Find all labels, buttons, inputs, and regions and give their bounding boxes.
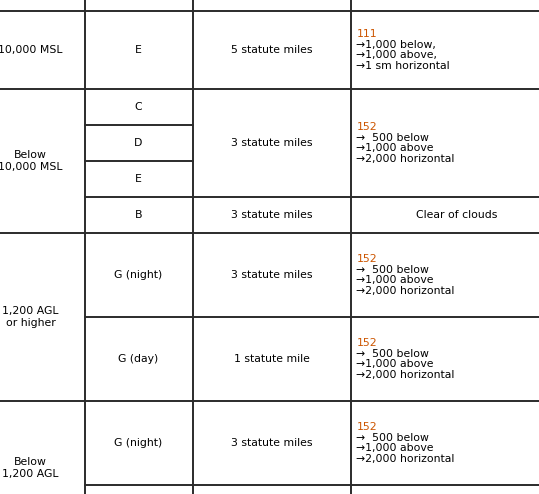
Text: →1 sm horizontal: →1 sm horizontal — [356, 61, 450, 71]
Text: E: E — [135, 45, 142, 55]
Text: 3 statute miles: 3 statute miles — [231, 210, 312, 220]
Text: →1,000 above: →1,000 above — [356, 359, 434, 370]
Text: Below
10,000 MSL: Below 10,000 MSL — [0, 150, 63, 172]
Text: →  500 below: → 500 below — [356, 433, 430, 443]
Text: G (night): G (night) — [114, 270, 163, 280]
Text: →2,000 horizontal: →2,000 horizontal — [356, 370, 455, 380]
Text: →1,000 below,: →1,000 below, — [356, 40, 437, 49]
Text: Below
1,200 AGL: Below 1,200 AGL — [2, 456, 59, 479]
Text: 3 statute miles: 3 statute miles — [231, 270, 312, 280]
Text: 5 statute miles: 5 statute miles — [231, 45, 312, 55]
Text: Clear of clouds: Clear of clouds — [416, 210, 497, 220]
Text: 3 statute miles: 3 statute miles — [231, 138, 312, 148]
Text: 1,200 AGL
or higher: 1,200 AGL or higher — [2, 306, 59, 329]
Text: →  500 below: → 500 below — [356, 349, 430, 359]
Text: 152: 152 — [356, 122, 377, 132]
Text: →2,000 horizontal: →2,000 horizontal — [356, 286, 455, 296]
Text: D: D — [134, 138, 143, 148]
Text: →  500 below: → 500 below — [356, 132, 430, 143]
Text: →2,000 horizontal: →2,000 horizontal — [356, 154, 455, 164]
Text: →1,000 above: →1,000 above — [356, 275, 434, 286]
Text: →1,000 above: →1,000 above — [356, 444, 434, 453]
Text: B: B — [135, 210, 142, 220]
Text: 111: 111 — [356, 29, 377, 39]
Text: E: E — [135, 174, 142, 184]
Text: C: C — [135, 102, 142, 112]
Text: →2,000 horizontal: →2,000 horizontal — [356, 454, 455, 464]
Text: G (day): G (day) — [119, 354, 158, 364]
Text: G (night): G (night) — [114, 438, 163, 448]
Text: →  500 below: → 500 below — [356, 265, 430, 275]
Text: 1 statute mile: 1 statute mile — [233, 354, 309, 364]
Text: →1,000 above: →1,000 above — [356, 143, 434, 153]
Text: 3 statute miles: 3 statute miles — [231, 438, 312, 448]
Text: 152: 152 — [356, 338, 377, 348]
Text: 10,000 MSL: 10,000 MSL — [0, 45, 63, 55]
Text: 152: 152 — [356, 422, 377, 432]
Text: 152: 152 — [356, 254, 377, 264]
Text: →1,000 above,: →1,000 above, — [356, 50, 438, 60]
